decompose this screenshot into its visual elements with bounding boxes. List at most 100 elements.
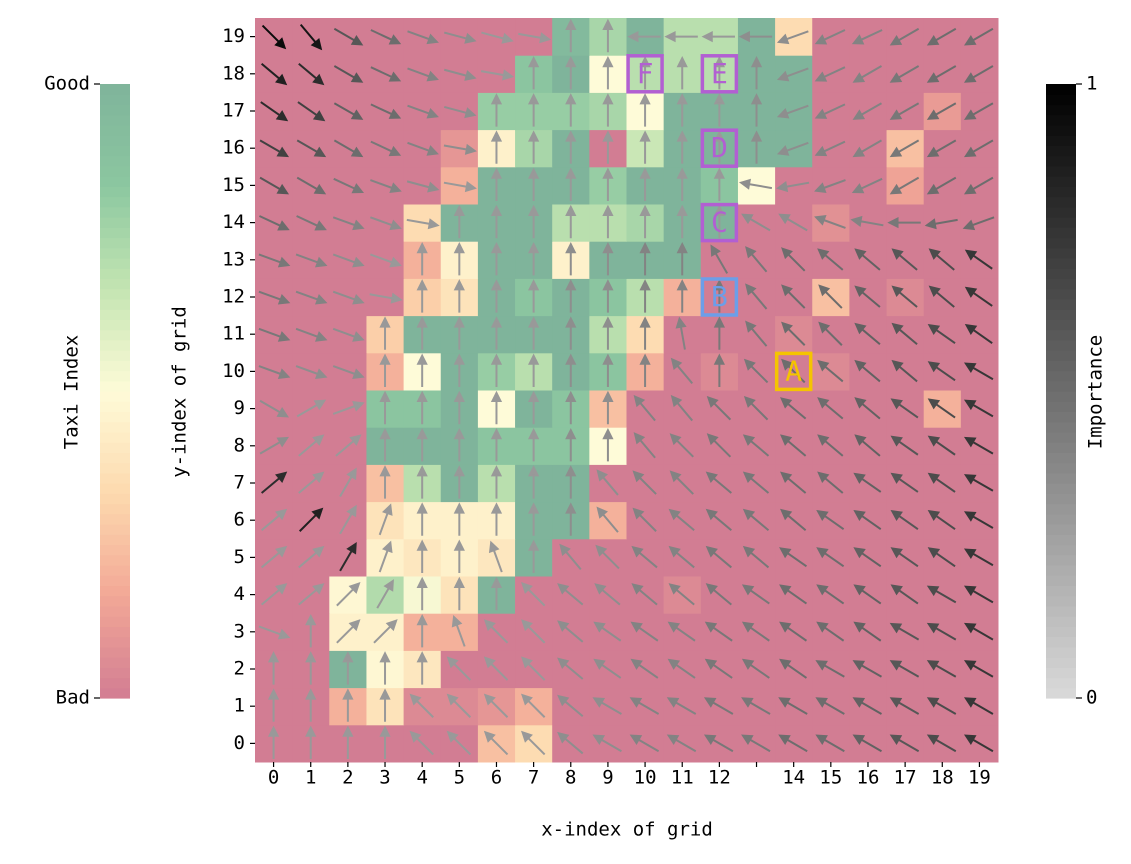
colorbar-segment <box>1046 554 1076 566</box>
arrow <box>816 547 845 568</box>
arrow <box>852 139 882 158</box>
arrow <box>779 658 808 679</box>
colorbar-segment <box>100 104 130 116</box>
arrow <box>416 279 428 313</box>
arrow <box>416 316 428 350</box>
arrow <box>565 93 577 127</box>
x-tick-label: 3 <box>379 767 390 789</box>
arrow <box>369 292 403 304</box>
arrow <box>557 731 584 755</box>
arrow <box>741 658 770 679</box>
arrow <box>528 465 540 499</box>
colorbar-segment <box>1046 94 1076 106</box>
arrow <box>453 390 465 425</box>
arrow <box>483 693 509 718</box>
arrow <box>639 55 651 90</box>
marker-label: C <box>711 206 728 239</box>
arrow <box>260 545 288 569</box>
arrow <box>927 509 956 530</box>
arrow <box>295 290 328 305</box>
arrow <box>890 398 919 419</box>
colorbar-segment <box>1046 206 1076 218</box>
arrow <box>963 27 994 46</box>
arrow <box>963 697 994 715</box>
arrow <box>416 539 428 574</box>
arrow <box>379 688 391 722</box>
arrow <box>298 471 325 494</box>
arrow <box>713 316 725 350</box>
arrow <box>745 320 768 347</box>
arrow <box>483 619 509 644</box>
colorbar-segment <box>1046 329 1076 341</box>
colorbar-segment <box>1046 411 1076 423</box>
arrow <box>602 353 614 388</box>
colorbar-segment <box>100 237 130 249</box>
arrow <box>927 398 956 419</box>
arrow <box>295 253 328 268</box>
arrow <box>333 27 364 46</box>
arrow <box>490 241 503 276</box>
arrow <box>676 130 688 164</box>
colorbar-segment <box>1046 155 1076 167</box>
arrow <box>596 506 619 533</box>
arrow <box>370 103 402 119</box>
arrow <box>332 253 365 268</box>
colorbar-segment <box>100 513 130 525</box>
arrow <box>443 68 477 81</box>
arrow <box>602 241 614 276</box>
colorbar-segment <box>1046 237 1076 249</box>
arrow <box>296 215 327 231</box>
colorbar-tick-label: Bad <box>56 687 90 709</box>
marker-label: D <box>711 131 728 164</box>
colorbar-segment <box>100 503 130 515</box>
arrow <box>416 427 428 462</box>
marker-box <box>700 202 739 243</box>
arrow <box>565 316 577 350</box>
arrow <box>778 697 808 715</box>
colorbar-segment <box>1046 145 1076 157</box>
arrow <box>890 472 919 493</box>
colorbar-segment <box>1046 288 1076 300</box>
arrow <box>296 399 327 418</box>
arrow <box>602 316 614 350</box>
arrow <box>781 358 806 384</box>
arrow <box>780 471 807 494</box>
y-tick-label: 16 <box>222 137 245 159</box>
arrow <box>602 93 614 127</box>
arrow <box>370 179 402 193</box>
colorbar-segment <box>100 298 130 310</box>
arrow <box>776 141 809 156</box>
arrow <box>631 545 658 569</box>
colorbar-segment <box>1046 227 1076 239</box>
arrow <box>483 656 509 681</box>
arrow <box>483 730 509 756</box>
colorbar-segment <box>100 626 130 638</box>
colorbar-segment <box>100 575 130 587</box>
colorbar-segment <box>1046 605 1076 617</box>
colorbar-segment <box>1046 646 1076 658</box>
arrow <box>332 365 365 379</box>
x-tick-label: 11 <box>671 767 694 789</box>
arrow <box>926 65 957 83</box>
arrow <box>416 576 428 611</box>
colorbar-segment <box>100 360 130 372</box>
colorbar-segment <box>1046 370 1076 382</box>
arrow <box>776 104 809 119</box>
arrow <box>963 548 994 567</box>
colorbar-tick-label: Good <box>44 73 90 95</box>
arrow <box>713 353 725 388</box>
arrow <box>670 394 694 422</box>
arrow <box>259 215 290 231</box>
arrow <box>926 622 957 641</box>
arrow <box>817 471 844 494</box>
colorbar-segment <box>1046 298 1076 310</box>
colorbar-segment <box>100 288 130 300</box>
arrow <box>890 509 919 530</box>
arrow <box>407 67 439 82</box>
arrow <box>639 241 651 276</box>
arrow <box>453 502 465 536</box>
colorbar-segment <box>100 564 130 576</box>
arrow <box>373 619 398 644</box>
arrow <box>565 465 577 499</box>
